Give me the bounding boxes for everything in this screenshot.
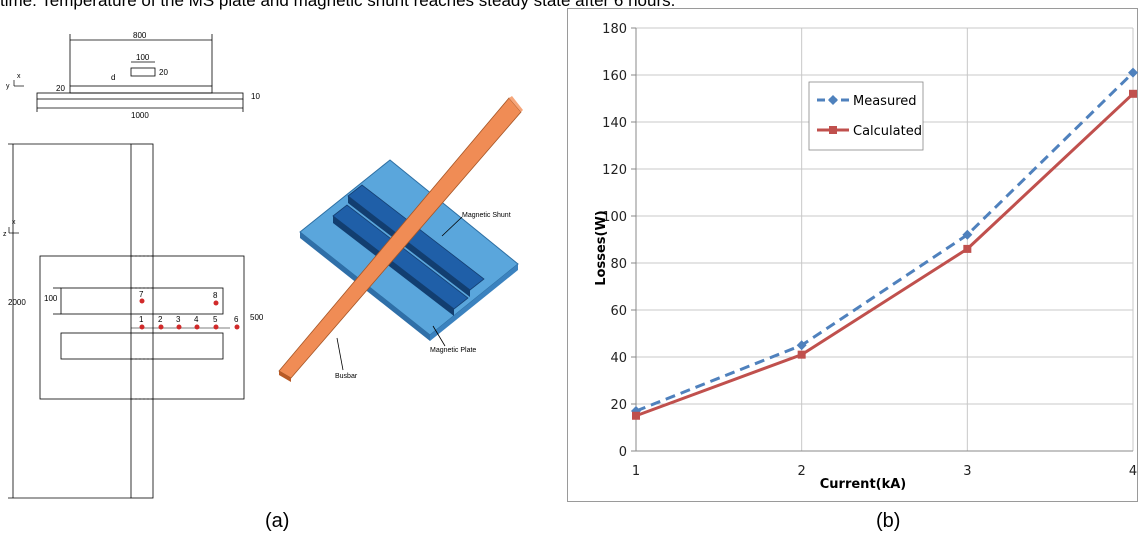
x-tick-label: 4 (1129, 464, 1137, 479)
data-point-calculated (797, 350, 806, 359)
panel-a-drawing: 800 100 20 d 20 10 1000 y x 2000 100 500… (3, 31, 523, 499)
point-4 (194, 324, 200, 330)
x-axis-label: Current(kA) (820, 477, 907, 492)
measurement-points (139, 298, 240, 330)
magnetic-shunt-2-side (333, 216, 454, 316)
leader-lines (336, 216, 463, 371)
data-point-calculated (829, 126, 837, 134)
y-tick-label: 20 (610, 398, 627, 413)
busbar-side (279, 371, 291, 382)
point-1 (139, 324, 145, 330)
side-view (36, 34, 244, 112)
dim-20-left: 20 (56, 84, 65, 93)
x-tick-label: 1 (632, 464, 640, 479)
axis-arrows-1 (13, 80, 24, 87)
dim-20-top: 20 (159, 68, 168, 77)
point-8 (213, 300, 219, 306)
dim-100: 100 (136, 53, 150, 62)
legend-label-calculated: Calculated (853, 124, 922, 139)
point-label-7: 7 (139, 290, 144, 299)
panel-a-label: (a) (265, 510, 290, 532)
y-tick-label: 120 (602, 163, 627, 178)
magnetic-shunt-1-side (348, 196, 470, 297)
axis-y-label: y (6, 83, 10, 90)
data-point-calculated (963, 244, 972, 253)
y-tick-label: 60 (610, 304, 627, 319)
data-point-calculated (632, 411, 640, 420)
axis-arrows-2 (8, 227, 19, 234)
magnetic-shunt-1 (347, 184, 485, 291)
y-tick-label: 0 (619, 445, 627, 460)
point-5 (213, 324, 219, 330)
point-label-5: 5 (213, 315, 218, 324)
legend: Measured Calculated (808, 81, 924, 151)
y-axis-label: Losses(W) (594, 210, 609, 285)
y-tick-label: 80 (610, 257, 627, 272)
magnetic-plate-edge (430, 264, 518, 341)
y-tick-label: 180 (602, 22, 627, 37)
x-tick-label: 2 (798, 464, 806, 479)
dim-10: 10 (251, 92, 260, 101)
point-2 (158, 324, 164, 330)
legend-label-measured: Measured (853, 94, 917, 109)
data-point-measured (828, 95, 838, 105)
data-point-measured (796, 340, 807, 351)
point-label-3: 3 (176, 315, 181, 324)
point-label-8: 8 (213, 291, 218, 300)
x-tick-label: 3 (963, 464, 971, 479)
panel-b-label: (b) (876, 510, 901, 532)
dim-d: d (111, 73, 115, 82)
dim-500: 500 (250, 313, 264, 322)
axis-z-label: z (3, 231, 7, 238)
dim-800: 800 (133, 31, 147, 40)
y-tick-label: 160 (602, 69, 627, 84)
series-line-measured (635, 71, 1135, 413)
dim-2000: 2000 (8, 298, 26, 307)
data-point-calculated (1129, 89, 1137, 98)
point-label-1: 1 (139, 315, 144, 324)
dim-100-slot: 100 (44, 294, 58, 303)
figure-top-caption: time. Temperature of the MS plate and ma… (0, 0, 676, 10)
plan-view (8, 143, 245, 499)
point-7 (139, 298, 145, 304)
axis-x-label: x (17, 73, 21, 80)
point-label-4: 4 (194, 315, 199, 324)
y-tick-label: 140 (602, 116, 627, 131)
data-point-measured (962, 229, 973, 240)
dim-1000: 1000 (131, 111, 149, 120)
point-label-2: 2 (158, 315, 163, 324)
point-6 (234, 324, 240, 330)
data-point-measured (1128, 67, 1138, 78)
isometric-view (278, 96, 523, 382)
series-line-calculated (635, 92, 1135, 418)
y-tick-label: 100 (602, 210, 627, 225)
legend-box (808, 81, 924, 151)
point-label-6: 6 (234, 315, 239, 324)
label-busbar: Busbar (335, 373, 358, 380)
y-tick-label: 40 (610, 351, 627, 366)
label-magnetic-shunt: Magnetic Shunt (462, 212, 511, 219)
axis-x2-label: x (12, 219, 16, 226)
point-3 (176, 324, 182, 330)
label-magnetic-plate: Magnetic Plate (430, 347, 476, 354)
busbar-end (509, 96, 523, 112)
